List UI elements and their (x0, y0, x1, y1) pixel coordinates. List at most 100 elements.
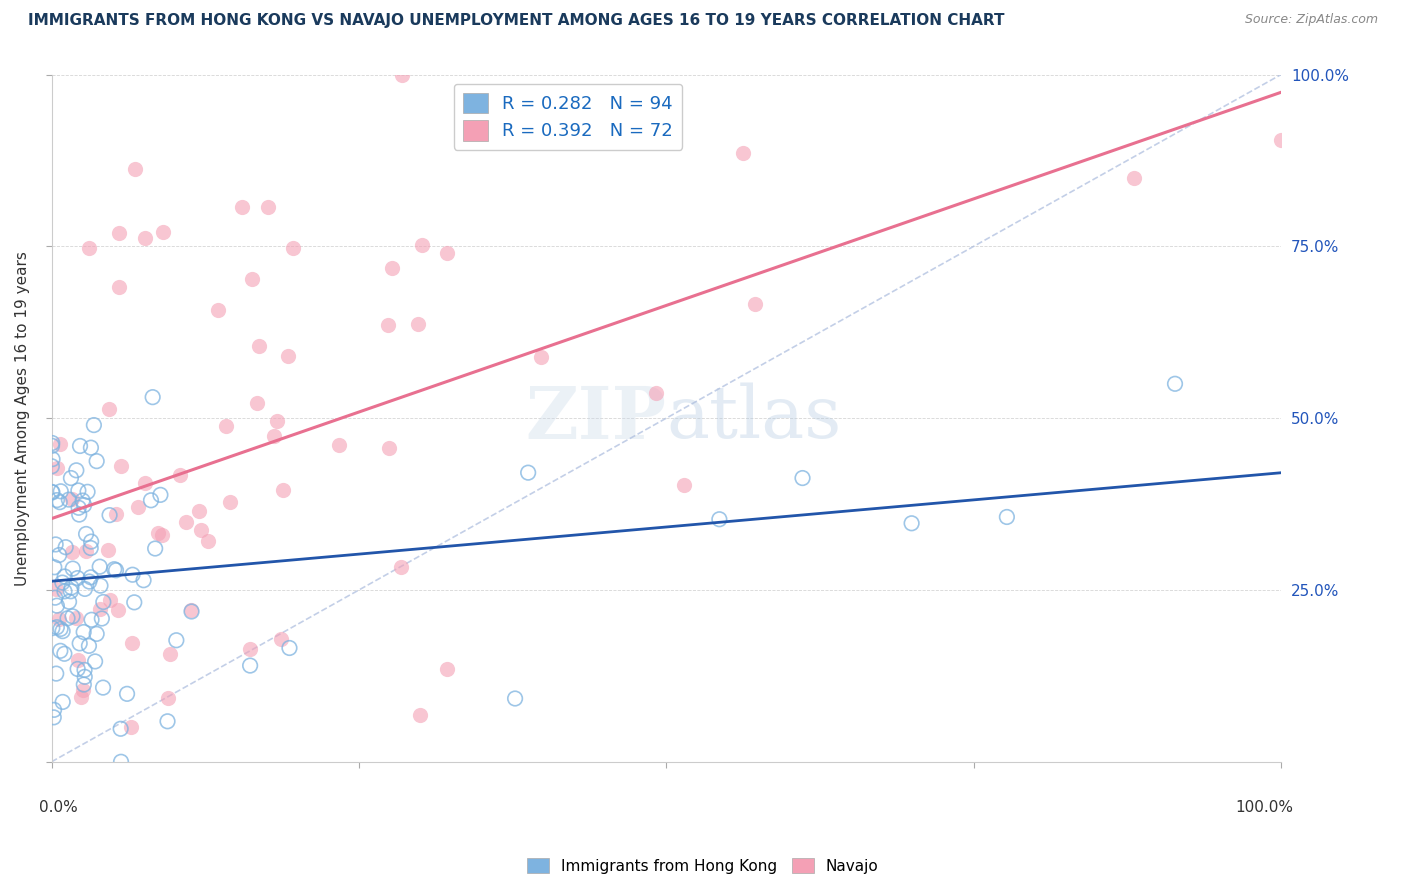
Point (673, 477, 696, 491)
Point (165, 633, 187, 648)
Point (41, 621, 63, 635)
Point (75, 527, 97, 541)
Point (121, 567, 143, 582)
Point (103, 562, 125, 576)
Point (107, 603, 129, 617)
Point (89, 559, 111, 574)
Point (281, 241, 304, 255)
Point (150, 528, 173, 542)
Point (239, 658, 262, 673)
Point (231, 200, 253, 214)
Point (263, 429, 285, 443)
Point (73, 670, 96, 684)
Text: ZIP: ZIP (526, 383, 666, 454)
Point (132, 573, 155, 587)
Point (46, 461, 69, 475)
Point (121, 636, 143, 650)
Point (156, 714, 179, 729)
Point (91, 595, 114, 609)
Point (45, 666, 67, 681)
Point (149, 488, 172, 502)
Point (73, 663, 96, 677)
Point (207, 303, 229, 318)
Point (58, 492, 80, 507)
Point (115, 687, 138, 701)
Point (219, 495, 242, 509)
Point (90, 611, 112, 625)
Point (69, 636, 91, 650)
Point (97, 543, 120, 558)
Point (49, 436, 72, 450)
Point (143, 541, 166, 556)
Point (108, 280, 131, 294)
Point (127, 500, 149, 515)
Point (105, 507, 128, 521)
Point (42, 710, 65, 724)
Point (98, 592, 121, 607)
Point (110, 755, 132, 769)
Text: atlas: atlas (666, 383, 842, 453)
Point (239, 641, 262, 656)
Text: 100.0%: 100.0% (1236, 799, 1294, 814)
Point (53, 647, 76, 661)
Point (152, 225, 174, 239)
Point (65, 611, 87, 625)
Point (66, 571, 89, 585)
Point (86, 454, 108, 468)
Y-axis label: Unemployment Among Ages 16 to 19 years: Unemployment Among Ages 16 to 19 years (15, 251, 30, 585)
Point (91, 681, 114, 695)
Point (41, 436, 63, 450)
Point (60, 581, 83, 595)
Point (1122, 171, 1144, 186)
Point (97, 401, 120, 416)
Point (105, 563, 128, 577)
Point (266, 414, 288, 428)
Point (377, 318, 399, 333)
Point (48, 612, 70, 626)
Point (408, 317, 430, 331)
Point (389, 560, 412, 574)
Point (80, 541, 103, 555)
Point (41, 459, 63, 474)
Point (49, 622, 72, 636)
Text: IMMIGRANTS FROM HONG KONG VS NAVAJO UNEMPLOYMENT AMONG AGES 16 TO 19 YEARS CORRE: IMMIGRANTS FROM HONG KONG VS NAVAJO UNEM… (28, 13, 1005, 29)
Point (66, 662, 89, 676)
Point (124, 161, 146, 176)
Point (174, 515, 197, 529)
Point (52, 624, 75, 639)
Point (55, 540, 77, 554)
Point (67, 500, 90, 515)
Point (1164, 376, 1187, 391)
Point (271, 483, 294, 497)
Point (247, 339, 270, 353)
Legend: R = 0.282   N = 94, R = 0.392   N = 72: R = 0.282 N = 94, R = 0.392 N = 72 (454, 84, 682, 150)
Point (46, 493, 69, 508)
Point (48, 548, 70, 562)
Point (41, 452, 63, 467)
Point (73, 498, 96, 512)
Point (180, 605, 202, 619)
Point (41, 484, 63, 499)
Point (378, 442, 401, 456)
Point (436, 662, 458, 676)
Point (98, 508, 121, 523)
Point (77, 639, 100, 653)
Point (62, 561, 84, 575)
Point (328, 438, 350, 452)
Point (134, 476, 156, 491)
Point (190, 523, 212, 537)
Point (42, 703, 65, 717)
Point (84, 655, 107, 669)
Point (381, 261, 404, 276)
Point (69, 690, 91, 704)
Point (709, 512, 731, 526)
Point (246, 396, 269, 410)
Point (508, 116, 530, 130)
Point (73, 677, 96, 691)
Point (49, 644, 72, 658)
Point (67, 653, 90, 667)
Point (242, 272, 264, 286)
Point (80, 534, 103, 549)
Point (67, 483, 90, 498)
Point (86, 627, 108, 641)
